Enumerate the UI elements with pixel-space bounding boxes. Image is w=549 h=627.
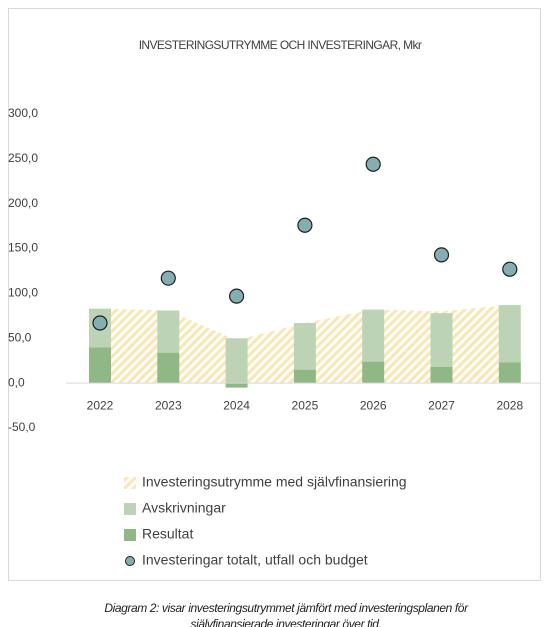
y-tick-label: 50,0 [8,330,32,344]
caption: Diagram 2: visar investeringsutrymmet jä… [104,601,469,615]
y-tick-label: 200,0 [8,196,38,210]
x-tick-label: 2027 [428,398,455,412]
y-tick-label: 250,0 [8,151,38,165]
bar [293,369,316,384]
x-tick-label: 2022 [87,398,114,412]
y-tick-label: -50,0 [8,420,36,434]
point [502,261,518,277]
x-tick-label: 2023 [155,398,182,412]
bar [89,347,111,384]
y-tick-label: 300,0 [8,106,38,120]
legend-marker [124,477,136,489]
bar [430,313,453,367]
chart-title: INVESTERINGSUTRYMME OCH INVESTERINGAR, M… [139,38,422,52]
bar [498,305,521,363]
point [297,217,313,233]
bar [293,323,316,370]
bar [362,361,385,384]
bar [362,309,385,362]
caption: självfinansierade investeringar över tid… [190,617,381,627]
bar [225,338,248,384]
point [92,315,108,331]
legend-label: Investeringsutrymme med självfinansierin… [142,474,407,490]
legend-label: Avskrivningar [142,500,226,516]
legend-label: Resultat [142,526,193,542]
bar [430,366,453,384]
x-tick-label: 2028 [496,398,523,412]
legend-marker [124,503,136,515]
legend-marker [124,529,136,541]
bar [498,362,521,384]
legend-marker [125,556,135,566]
bar [225,383,248,388]
y-tick-label: 150,0 [8,241,38,255]
x-tick-label: 2026 [360,398,387,412]
point [365,156,381,172]
point [229,288,245,304]
y-tick-label: 0,0 [8,375,25,389]
bar [157,352,180,384]
x-tick-label: 2025 [292,398,319,412]
point [433,247,450,263]
bar [157,310,180,353]
chart-frame [8,8,541,581]
point [160,270,176,286]
x-tick-label: 2024 [223,398,250,412]
legend-label: Investeringar totalt, utfall och budget [142,552,368,568]
y-tick-label: 100,0 [8,286,38,300]
